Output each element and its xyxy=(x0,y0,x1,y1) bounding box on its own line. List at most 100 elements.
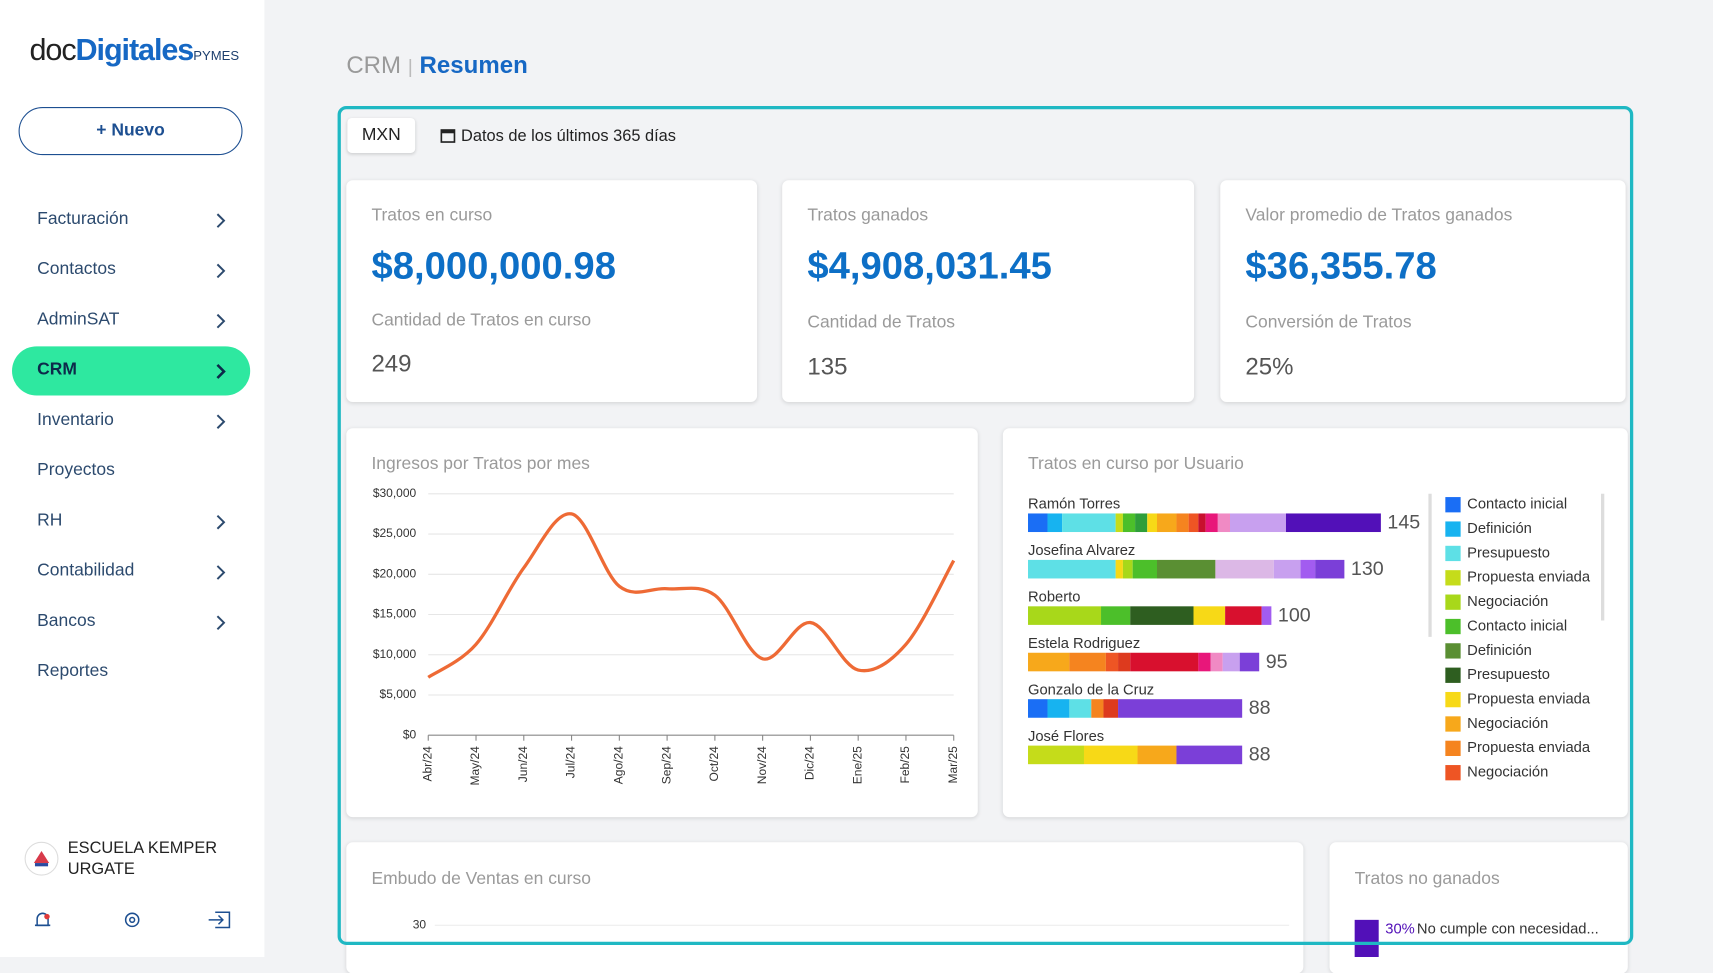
logo-digitales: Digitales xyxy=(75,32,195,67)
legend-swatch xyxy=(1445,594,1461,610)
bar-segment xyxy=(1176,745,1243,765)
bar-segment xyxy=(1103,699,1119,718)
y-tick-label: 30 xyxy=(413,917,427,931)
bar-segment xyxy=(1028,745,1084,765)
x-tick-label: Dic/24 xyxy=(803,746,817,780)
bar-segment xyxy=(1193,606,1226,625)
legend-label: Presupuesto xyxy=(1467,667,1550,683)
menu-arrow xyxy=(216,615,226,630)
kpi-card xyxy=(1220,180,1626,403)
bar-segment xyxy=(1205,513,1218,533)
y-tick-label: $10,000 xyxy=(373,647,417,661)
bar-segment xyxy=(1028,699,1048,718)
menu-item[interactable]: Contabilidad xyxy=(37,561,135,581)
bar-total: 88 xyxy=(1249,744,1271,766)
user-name: Roberto xyxy=(1028,589,1080,605)
x-tick-label: Oct/24 xyxy=(707,746,721,782)
user-name: Estela Rodriguez xyxy=(1028,636,1140,652)
new-button[interactable]: + Nuevo xyxy=(18,107,243,156)
legend-swatch xyxy=(1445,570,1461,586)
kpi-value: $36,355.78 xyxy=(1245,244,1437,288)
user-name: Ramón Torres xyxy=(1028,497,1120,513)
bar-segment xyxy=(1118,652,1131,672)
bar-segment xyxy=(1069,699,1092,718)
legend-swatch xyxy=(1445,497,1461,513)
menu-arrows xyxy=(216,213,226,630)
currency-select[interactable]: MXN xyxy=(347,117,416,153)
bar-segment xyxy=(1115,513,1123,533)
bar-segment xyxy=(1210,652,1223,672)
legend-swatch xyxy=(1445,740,1461,756)
kpi-label: Valor promedio de Tratos ganados xyxy=(1245,206,1513,226)
legend-label: Contacto inicial xyxy=(1467,618,1567,634)
x-tick-label: May/24 xyxy=(468,746,482,786)
bar-segment xyxy=(1188,513,1199,533)
x-tick-label: Feb/25 xyxy=(898,746,912,784)
bar-segment xyxy=(1047,699,1070,718)
kpi-value: $8,000,000.98 xyxy=(371,244,616,288)
legend-label: Propuesta enviada xyxy=(1467,570,1591,586)
bar-segment xyxy=(1101,606,1131,625)
menu-item[interactable]: Contactos xyxy=(37,260,116,279)
menu-item[interactable]: CRM xyxy=(37,360,77,380)
bar-segment xyxy=(1273,559,1301,579)
x-tick-label: Abr/24 xyxy=(420,746,434,782)
line-chart-card xyxy=(346,428,978,818)
menu-item[interactable]: Facturación xyxy=(37,209,129,229)
menu-item[interactable]: Reportes xyxy=(37,662,109,681)
menu-item[interactable]: RH xyxy=(37,511,63,530)
kpi-sublabel: Conversión de Tratos xyxy=(1245,313,1412,333)
bar-segment xyxy=(1198,513,1206,533)
bar-segment xyxy=(1215,559,1274,579)
kpi-subvalue: 249 xyxy=(371,349,412,377)
bar-segment xyxy=(1225,606,1262,625)
kpi-sublabel: Cantidad de Tratos en curso xyxy=(371,311,592,330)
breadcrumb-section[interactable]: CRM xyxy=(346,51,402,79)
bar-segment xyxy=(1285,513,1381,533)
menu-item[interactable]: Bancos xyxy=(37,611,96,631)
legend-label: Definición xyxy=(1467,643,1532,659)
y-tick-label: $25,000 xyxy=(373,526,417,540)
date-range[interactable]: Datos de los últimos 365 días xyxy=(461,126,676,146)
menu-arrow xyxy=(216,414,226,429)
menu-item[interactable]: Proyectos xyxy=(37,461,115,480)
bar-segment xyxy=(1118,699,1243,718)
kpi-label: Tratos en curso xyxy=(371,206,493,226)
bar-segment xyxy=(1028,606,1102,625)
bar-segment xyxy=(1062,513,1116,533)
user-name: Gonzalo de la Cruz xyxy=(1028,682,1154,698)
breadcrumb: CRM | Resumen xyxy=(346,51,527,79)
legend-swatch xyxy=(1445,618,1461,635)
bar-segment xyxy=(1047,513,1063,533)
x-tick-label: Ago/24 xyxy=(612,746,626,784)
kpi-subvalue: 25% xyxy=(1245,352,1294,381)
sidebar xyxy=(0,0,265,958)
legend-label: Contacto inicial xyxy=(1467,497,1567,513)
bar-segment xyxy=(1261,606,1272,625)
bar-segment xyxy=(1028,559,1116,579)
bar-segment xyxy=(1198,652,1211,672)
logo: docDigitalesPYMES xyxy=(29,33,239,68)
bar-total: 88 xyxy=(1249,697,1271,719)
y-tick-label: $20,000 xyxy=(373,566,417,580)
legend-swatch xyxy=(1445,545,1461,562)
user-name: Josefina Alvarez xyxy=(1028,543,1135,559)
menu-item[interactable]: AdminSAT xyxy=(37,310,120,329)
kpi-label: Tratos ganados xyxy=(807,206,929,226)
user-name: José Flores xyxy=(1028,729,1104,745)
avatar xyxy=(24,841,59,876)
legend-swatch xyxy=(1445,716,1461,732)
legend-label: Propuesta enviada xyxy=(1467,692,1591,708)
logout-icon[interactable] xyxy=(208,911,231,929)
bar-segment xyxy=(1217,513,1231,533)
legend-swatch xyxy=(1445,765,1461,781)
bar-total: 95 xyxy=(1266,651,1288,673)
menu-item[interactable]: Inventario xyxy=(37,410,114,430)
y-tick-label: $30,000 xyxy=(373,486,417,500)
bar-segment xyxy=(1137,745,1177,765)
settings-icon[interactable] xyxy=(124,912,140,928)
legend-swatch xyxy=(1445,691,1461,708)
breadcrumb-separator: | xyxy=(407,55,413,78)
